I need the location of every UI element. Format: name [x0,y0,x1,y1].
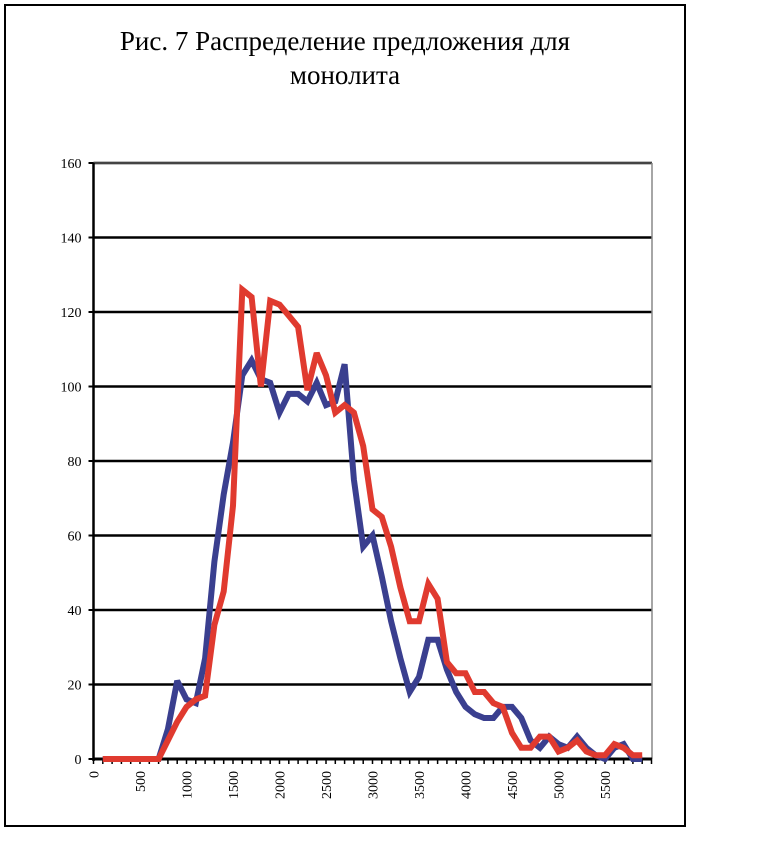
chart-title-line-1: Рис. 7 Распределение предложения для [119,26,571,56]
x-tick-label: 0 [88,771,103,778]
x-tick-label: 500 [134,771,149,792]
y-tick-label: 160 [61,157,82,172]
x-tick-label: 5500 [599,771,614,799]
y-tick-label: 120 [61,306,82,321]
x-tick-label: 5000 [553,771,568,799]
x-tick-label: 3500 [413,771,428,799]
x-tick-label: 3000 [367,771,382,799]
y-tick-label: 40 [68,604,82,619]
chart-frame [4,4,686,827]
x-tick-label: 2500 [320,771,335,799]
y-tick-label: 100 [61,381,82,396]
y-tick-label: 60 [68,530,82,545]
x-tick-label: 1500 [227,771,242,799]
y-tick-label: 20 [68,679,82,694]
chart-title: Рис. 7 Распределение предложения для мон… [60,24,630,92]
x-tick-label: 4000 [460,771,475,799]
y-tick-label: 0 [75,753,82,768]
chart-title-line-2: монолита [289,60,401,90]
y-tick-label: 140 [61,232,82,247]
series-line-blue [102,354,643,763]
x-tick-label: 1000 [181,771,196,799]
x-tick-label: 4500 [506,771,521,799]
y-tick-label: 80 [68,455,82,470]
x-tick-label: 2000 [274,771,289,799]
